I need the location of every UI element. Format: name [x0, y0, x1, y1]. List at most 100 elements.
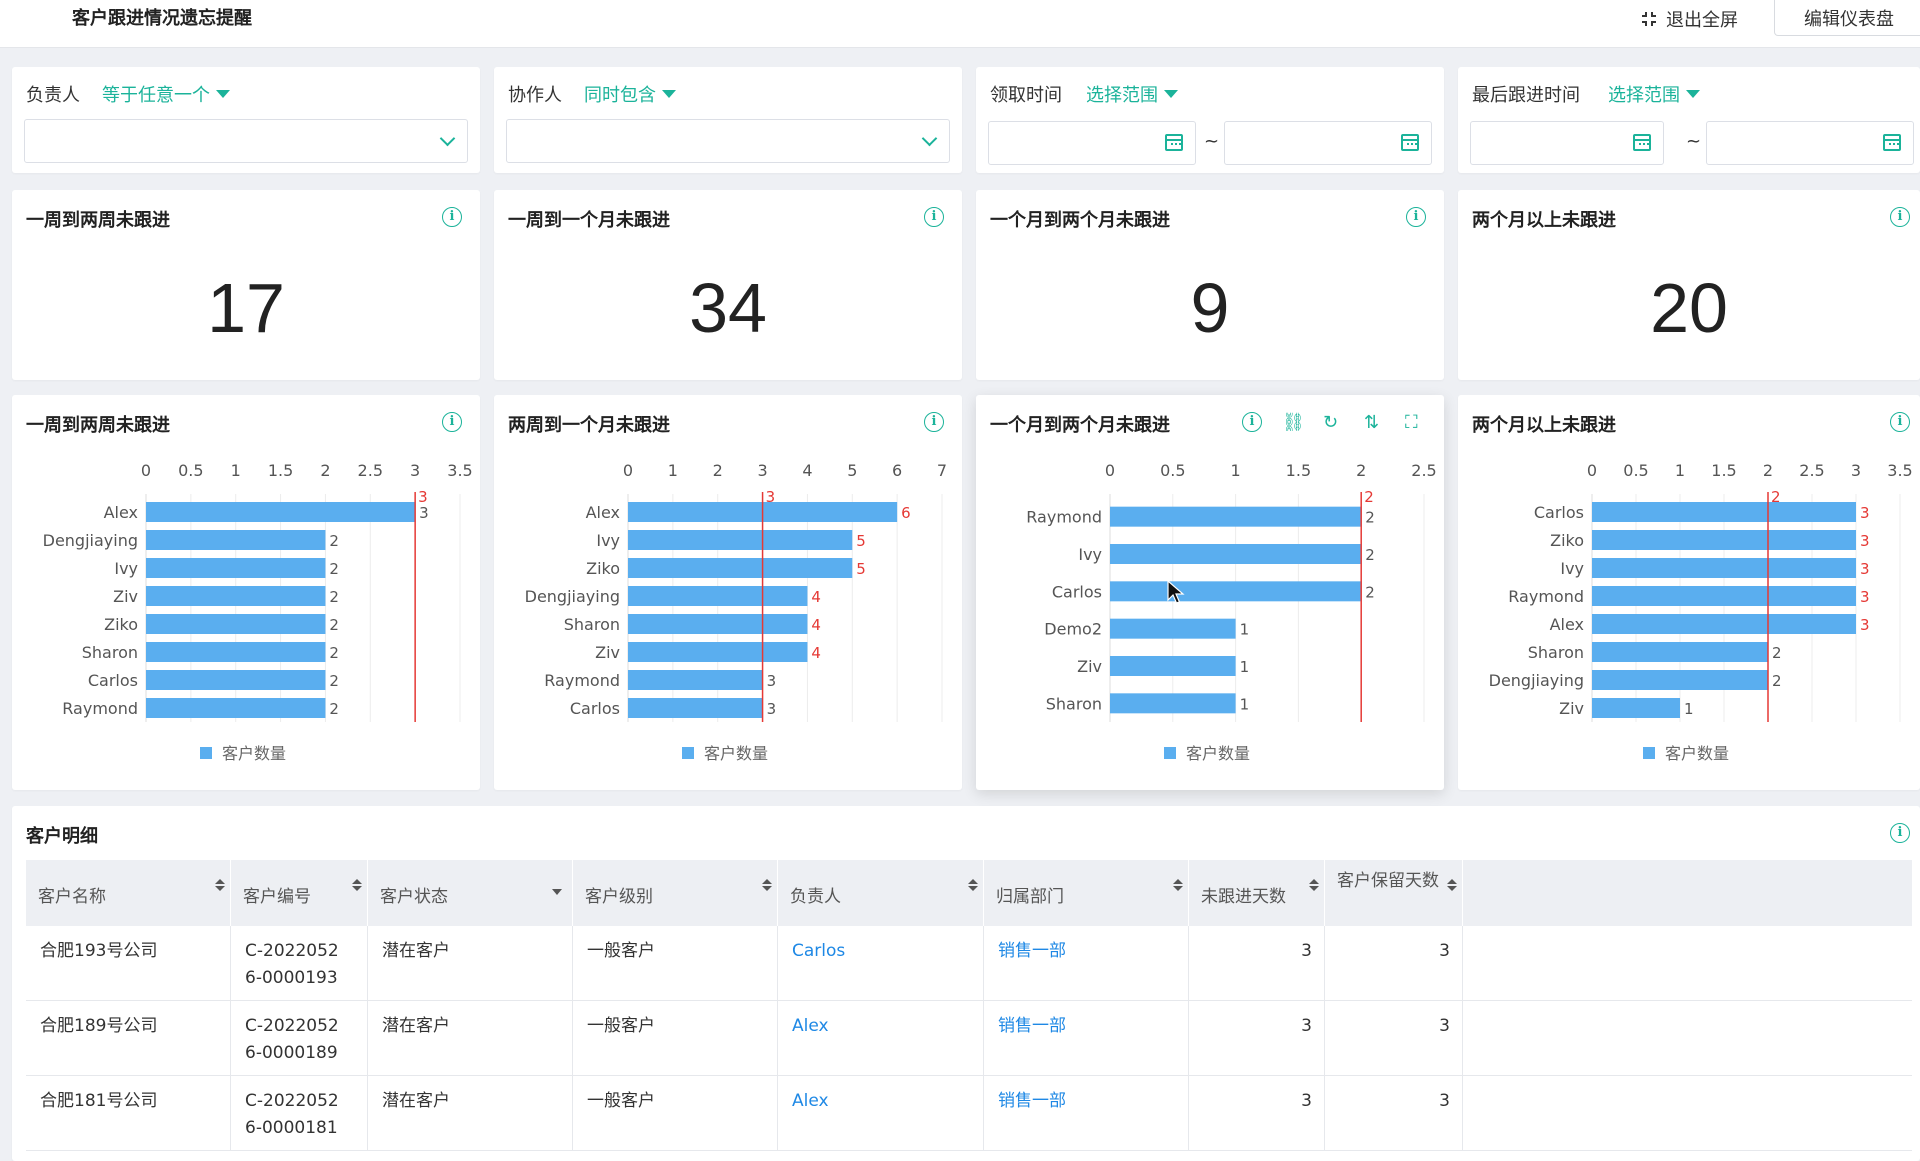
column-header[interactable]: 负责人	[778, 860, 984, 926]
filter-owner: 负责人 等于任意一个	[12, 67, 480, 173]
bar	[146, 558, 326, 578]
column-header[interactable]: 客户保留天数	[1325, 860, 1463, 926]
dept-link[interactable]: 销售一部	[998, 1016, 1066, 1036]
cell-status: 潜在客户	[368, 926, 573, 1001]
x-tick-label: 3	[1851, 461, 1861, 480]
table-row[interactable]: 合肥193号公司 C-2022052 6-0000193 潜在客户 一般客户 Ca…	[26, 926, 1912, 1001]
bar	[628, 530, 853, 550]
info-icon[interactable]: i	[924, 412, 944, 432]
x-tick-label: 1	[668, 461, 678, 480]
collaborator-select[interactable]	[506, 119, 950, 163]
calendar-icon	[1883, 134, 1901, 151]
y-category-label: Alex	[104, 503, 138, 522]
dept-link[interactable]: 销售一部	[998, 1091, 1066, 1111]
link-icon[interactable]: ⛓	[1282, 412, 1305, 433]
filter-operator-dropdown[interactable]: 选择范围	[1086, 81, 1178, 107]
cell-code: C-2022052 6-0000189	[231, 1001, 368, 1076]
cell-days-no-follow: 3	[1189, 1001, 1325, 1076]
bar	[1592, 586, 1856, 606]
owner-link[interactable]: Carlos	[792, 941, 846, 961]
bar-value-label: 2	[329, 532, 339, 550]
info-icon[interactable]: i	[1890, 207, 1910, 227]
info-icon[interactable]: i	[924, 207, 944, 227]
y-category-label: Sharon	[564, 615, 620, 634]
owner-link[interactable]: Alex	[792, 1016, 829, 1036]
column-header[interactable]: 未跟进天数	[1189, 860, 1325, 926]
end-date-input[interactable]	[1706, 121, 1914, 165]
info-icon[interactable]: i	[442, 207, 462, 227]
column-header[interactable]: 客户名称	[26, 860, 231, 926]
cell-code: C-2022052 6-0000181	[231, 1076, 368, 1151]
exit-fullscreen-button[interactable]: 退出全屏	[1640, 2, 1738, 36]
column-header[interactable]: 客户编号	[231, 860, 368, 926]
bar-value-label: 3	[1860, 532, 1870, 550]
column-header[interactable]: 归属部门	[984, 860, 1189, 926]
refresh-icon[interactable]: ↻	[1323, 412, 1339, 433]
filter-operator-dropdown[interactable]: 同时包含	[584, 81, 676, 107]
table-row[interactable]: 合肥189号公司 C-2022052 6-0000189 潜在客户 一般客户 Al…	[26, 1001, 1912, 1076]
top-bar: 客户跟进情况遗忘提醒 退出全屏 编辑仪表盘	[0, 0, 1920, 48]
edit-dashboard-button[interactable]: 编辑仪表盘	[1774, 0, 1920, 36]
info-icon[interactable]: i	[1890, 412, 1910, 432]
y-category-label: Sharon	[82, 643, 138, 662]
x-tick-label: 2.5	[358, 461, 383, 480]
filter-operator-dropdown[interactable]: 等于任意一个	[102, 81, 230, 107]
x-tick-label: 0	[1587, 461, 1597, 480]
chevron-down-icon	[921, 130, 938, 147]
x-tick-label: 3	[410, 461, 420, 480]
kpi-title: 一个月到两个月未跟进	[990, 210, 1170, 231]
bar	[628, 614, 808, 634]
info-icon[interactable]: i	[1406, 207, 1426, 227]
cell-level: 一般客户	[573, 1001, 778, 1076]
cell-level: 一般客户	[573, 1076, 778, 1151]
table-row[interactable]: 合肥181号公司 C-2022052 6-0000181 潜在客户 一般客户 Al…	[26, 1076, 1912, 1151]
reference-line-label: 2	[1771, 488, 1781, 506]
x-tick-label: 3.5	[1887, 461, 1912, 480]
dept-link[interactable]: 销售一部	[998, 941, 1066, 961]
owner-select[interactable]	[24, 119, 468, 163]
start-date-input[interactable]	[1470, 121, 1664, 165]
chart-title: 一周到两周未跟进	[26, 415, 170, 436]
legend-swatch	[682, 747, 694, 759]
bar-value-label: 4	[811, 588, 821, 606]
column-header[interactable]: 客户级别	[573, 860, 778, 926]
date-separator: ~	[1686, 131, 1702, 152]
x-tick-label: 5	[847, 461, 857, 480]
end-date-input[interactable]	[1224, 121, 1432, 165]
column-header[interactable]: 客户状态	[368, 860, 573, 926]
reference-line-label: 2	[1364, 488, 1374, 506]
fullscreen-icon[interactable]: ⛶	[1405, 412, 1418, 433]
bar-value-label: 2	[1772, 672, 1782, 690]
bar-value-label: 2	[329, 560, 339, 578]
bar-value-label: 3	[1860, 560, 1870, 578]
bar-value-label: 2	[1365, 583, 1375, 601]
kpi-value: 17	[207, 269, 285, 347]
filter-operator-dropdown[interactable]: 选择范围	[1608, 81, 1700, 107]
x-tick-label: 2	[1763, 461, 1773, 480]
cell-name: 合肥193号公司	[26, 926, 231, 1001]
y-category-label: Ziv	[595, 643, 620, 662]
info-icon[interactable]: i	[1890, 823, 1910, 843]
sort-icon[interactable]: ⇅	[1364, 412, 1380, 433]
y-category-label: Ivy	[1560, 559, 1584, 578]
filter-label: 最后跟进时间	[1472, 85, 1580, 106]
x-tick-label: 0.5	[1623, 461, 1648, 480]
filter-caret-icon[interactable]	[552, 889, 562, 895]
info-icon[interactable]: i	[442, 412, 462, 432]
bar	[146, 642, 326, 662]
owner-link[interactable]: Alex	[792, 1091, 829, 1111]
x-tick-label: 1.5	[268, 461, 293, 480]
x-tick-label: 1	[1675, 461, 1685, 480]
legend-swatch	[200, 747, 212, 759]
y-category-label: Ziko	[586, 559, 620, 578]
y-category-label: Ziko	[1550, 531, 1584, 550]
cell-name: 合肥181号公司	[26, 1076, 231, 1151]
start-date-input[interactable]	[988, 121, 1196, 165]
dashboard-title: 客户跟进情况遗忘提醒	[72, 8, 252, 29]
bar	[1110, 693, 1236, 714]
info-icon[interactable]: i	[1242, 412, 1262, 432]
bar	[628, 670, 763, 690]
chart-card: 两周到一个月未跟进 i 0 1 2 3 4 5 6 7 Alex 6 Ivy 5 Ziko 5 Dengji…	[494, 395, 962, 790]
filter-collaborator: 协作人 同时包含	[494, 67, 962, 173]
bar-value-label: 3	[767, 700, 777, 718]
